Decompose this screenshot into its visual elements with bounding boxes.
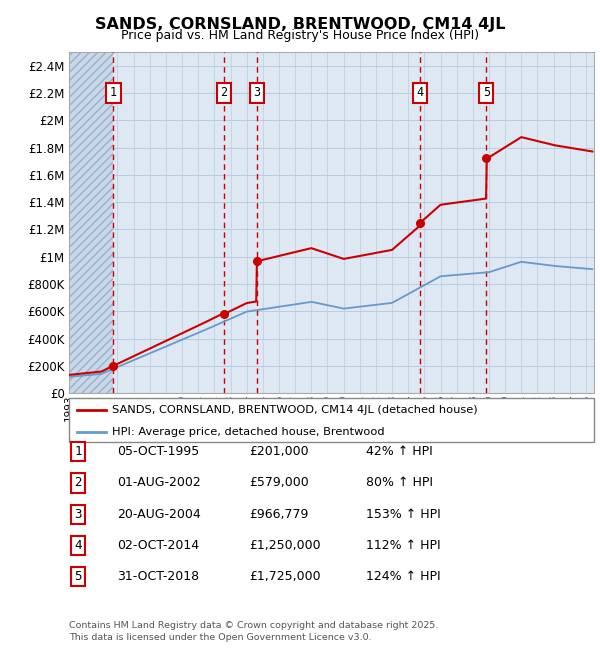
Text: 05-OCT-1995: 05-OCT-1995 (117, 445, 199, 458)
Text: 112% ↑ HPI: 112% ↑ HPI (366, 539, 440, 552)
Text: HPI: Average price, detached house, Brentwood: HPI: Average price, detached house, Bren… (112, 427, 385, 437)
Text: 3: 3 (74, 508, 82, 521)
Text: Price paid vs. HM Land Registry's House Price Index (HPI): Price paid vs. HM Land Registry's House … (121, 29, 479, 42)
Text: 4: 4 (74, 539, 82, 552)
Text: Contains HM Land Registry data © Crown copyright and database right 2025.
This d: Contains HM Land Registry data © Crown c… (69, 621, 439, 642)
Text: 1: 1 (110, 86, 117, 99)
Text: 01-AUG-2002: 01-AUG-2002 (117, 476, 201, 489)
Text: £1,725,000: £1,725,000 (249, 570, 320, 583)
Text: 2: 2 (74, 476, 82, 489)
Text: SANDS, CORNSLAND, BRENTWOOD, CM14 4JL (detached house): SANDS, CORNSLAND, BRENTWOOD, CM14 4JL (d… (112, 405, 478, 415)
Text: £579,000: £579,000 (249, 476, 309, 489)
Bar (69, 52, 113, 393)
Text: 5: 5 (74, 570, 82, 583)
Text: 42% ↑ HPI: 42% ↑ HPI (366, 445, 433, 458)
Text: £201,000: £201,000 (249, 445, 308, 458)
Text: SANDS, CORNSLAND, BRENTWOOD, CM14 4JL: SANDS, CORNSLAND, BRENTWOOD, CM14 4JL (95, 17, 505, 32)
Text: £966,779: £966,779 (249, 508, 308, 521)
Text: 124% ↑ HPI: 124% ↑ HPI (366, 570, 440, 583)
Text: £1,250,000: £1,250,000 (249, 539, 320, 552)
Text: 02-OCT-2014: 02-OCT-2014 (117, 539, 199, 552)
Text: 31-OCT-2018: 31-OCT-2018 (117, 570, 199, 583)
Text: 4: 4 (417, 86, 424, 99)
Text: 1: 1 (74, 445, 82, 458)
Text: 80% ↑ HPI: 80% ↑ HPI (366, 476, 433, 489)
Text: 5: 5 (482, 86, 490, 99)
Text: 2: 2 (220, 86, 227, 99)
Text: 20-AUG-2004: 20-AUG-2004 (117, 508, 201, 521)
Text: 153% ↑ HPI: 153% ↑ HPI (366, 508, 441, 521)
Text: 3: 3 (253, 86, 260, 99)
